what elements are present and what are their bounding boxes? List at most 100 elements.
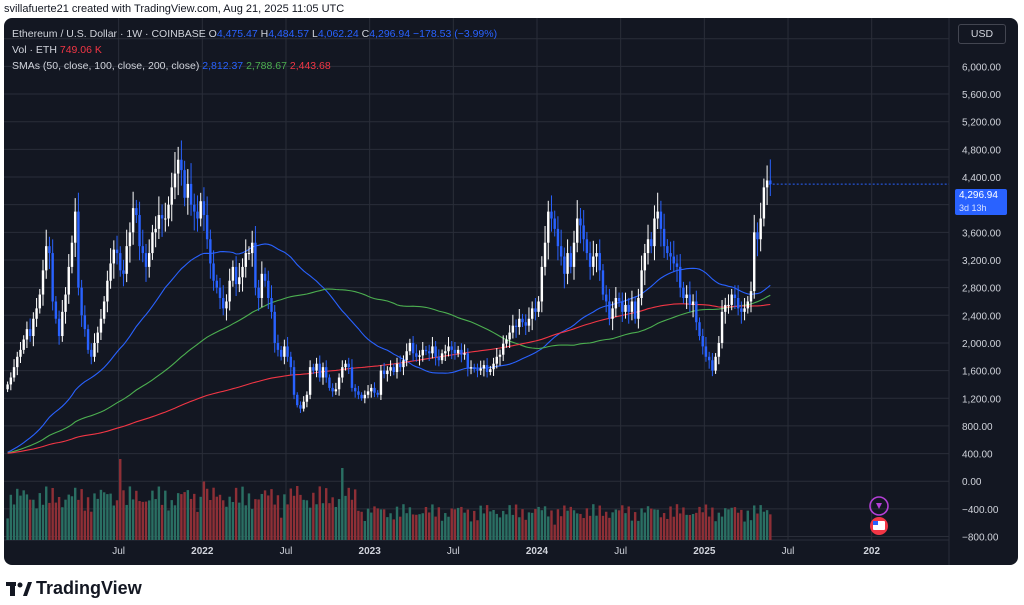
candle-body	[556, 228, 560, 247]
volume-bar	[305, 500, 309, 540]
candle-body	[353, 387, 357, 392]
volume-bar	[633, 512, 637, 540]
volume-bar	[453, 509, 457, 540]
volume-bar	[302, 499, 305, 540]
volume-bar	[434, 516, 437, 540]
volume-bar	[646, 506, 650, 540]
y-tick-label: 3,200.00	[962, 256, 1001, 267]
volume-bar	[598, 505, 601, 540]
x-tick-label: Jul	[782, 546, 795, 557]
volume-bar	[450, 508, 453, 540]
volume-bar	[740, 509, 743, 540]
candle-body	[38, 294, 41, 309]
candle-body	[279, 349, 283, 357]
candle-body	[22, 339, 25, 350]
candle-body	[714, 356, 717, 371]
flag-icon[interactable]	[870, 517, 888, 535]
candle-body	[344, 363, 347, 368]
candle-body	[180, 159, 183, 171]
candle-body	[405, 351, 408, 361]
candle-body	[370, 387, 373, 392]
candle-body	[186, 183, 190, 198]
candle-body	[762, 187, 766, 219]
candle-body	[543, 242, 547, 267]
volume-bar	[672, 516, 675, 540]
candle-body	[9, 377, 13, 385]
volume-bar	[173, 505, 177, 540]
candle-body	[395, 363, 399, 372]
candle-body	[254, 242, 257, 288]
candle-body	[189, 183, 193, 205]
volume-bar	[148, 500, 151, 540]
candle-body	[212, 263, 215, 281]
volume-bar	[431, 504, 434, 540]
candle-body	[257, 287, 260, 299]
price-chart[interactable]: 6,400.006,000.005,600.005,200.004,800.00…	[4, 18, 1018, 565]
candle-body	[511, 325, 515, 333]
volume-bar	[45, 486, 48, 540]
volume-bar	[160, 504, 164, 540]
volume-bar	[466, 509, 470, 540]
candle-body	[569, 253, 572, 267]
volume-bar	[80, 489, 83, 540]
candle-body	[720, 311, 724, 343]
volume-bar	[321, 503, 325, 540]
candle-body	[325, 367, 328, 378]
candle-body	[276, 342, 280, 350]
alert-icon[interactable]	[869, 496, 889, 516]
low-value: 4,062.24	[317, 28, 359, 40]
candle-body	[173, 173, 177, 188]
volume-bar	[180, 494, 183, 540]
candle-body	[630, 301, 634, 312]
candle-body	[222, 298, 225, 309]
chart-frame[interactable]: 6,400.006,000.005,600.005,200.004,800.00…	[4, 18, 1018, 565]
candle-body	[122, 270, 125, 274]
volume-bar	[617, 510, 621, 540]
volume-bar	[164, 490, 167, 540]
candle-body	[743, 308, 746, 312]
tradingview-brand[interactable]: TradingView	[6, 578, 142, 599]
volume-bar	[749, 520, 753, 540]
volume-bar	[534, 509, 537, 540]
candle-body	[402, 360, 405, 368]
candle-body	[283, 346, 286, 357]
currency-button[interactable]: USD	[958, 24, 1006, 44]
volume-bar	[640, 508, 643, 540]
candle-body	[148, 253, 151, 267]
candle-body	[534, 308, 537, 312]
candle-body	[399, 363, 402, 368]
volume-bar	[653, 509, 656, 540]
candle-body	[247, 253, 251, 255]
volume-bar	[19, 495, 22, 540]
candle-body	[508, 332, 511, 340]
volume-bar	[254, 499, 257, 540]
volume-bar	[176, 493, 180, 540]
volume-bar	[12, 504, 16, 540]
change-value: −178.53 (−3.99%)	[413, 28, 498, 40]
volume-bar	[109, 493, 112, 540]
volume-bar	[32, 499, 35, 540]
candle-body	[292, 367, 296, 395]
volume-bar	[296, 486, 299, 540]
volume-bar	[205, 488, 209, 540]
volume-bar	[730, 507, 733, 540]
volume-bar	[695, 512, 698, 540]
volume-bar	[102, 492, 106, 540]
candle-body	[595, 253, 598, 257]
candle-body	[421, 349, 424, 356]
candle-body	[154, 228, 157, 233]
candle-body	[350, 367, 354, 388]
volume-bar	[48, 502, 51, 540]
volume-bar	[315, 504, 318, 540]
candle-body	[41, 270, 45, 295]
volume-bar	[717, 512, 721, 540]
volume-bar	[415, 514, 418, 540]
volume-bar	[238, 502, 241, 540]
candle-body	[234, 266, 238, 285]
candle-body	[90, 349, 93, 357]
volume-bar	[711, 507, 714, 540]
candle-body	[682, 287, 685, 299]
candle-body	[730, 294, 733, 305]
volume-bar	[701, 512, 704, 540]
y-tick-label: 400.00	[962, 450, 993, 461]
